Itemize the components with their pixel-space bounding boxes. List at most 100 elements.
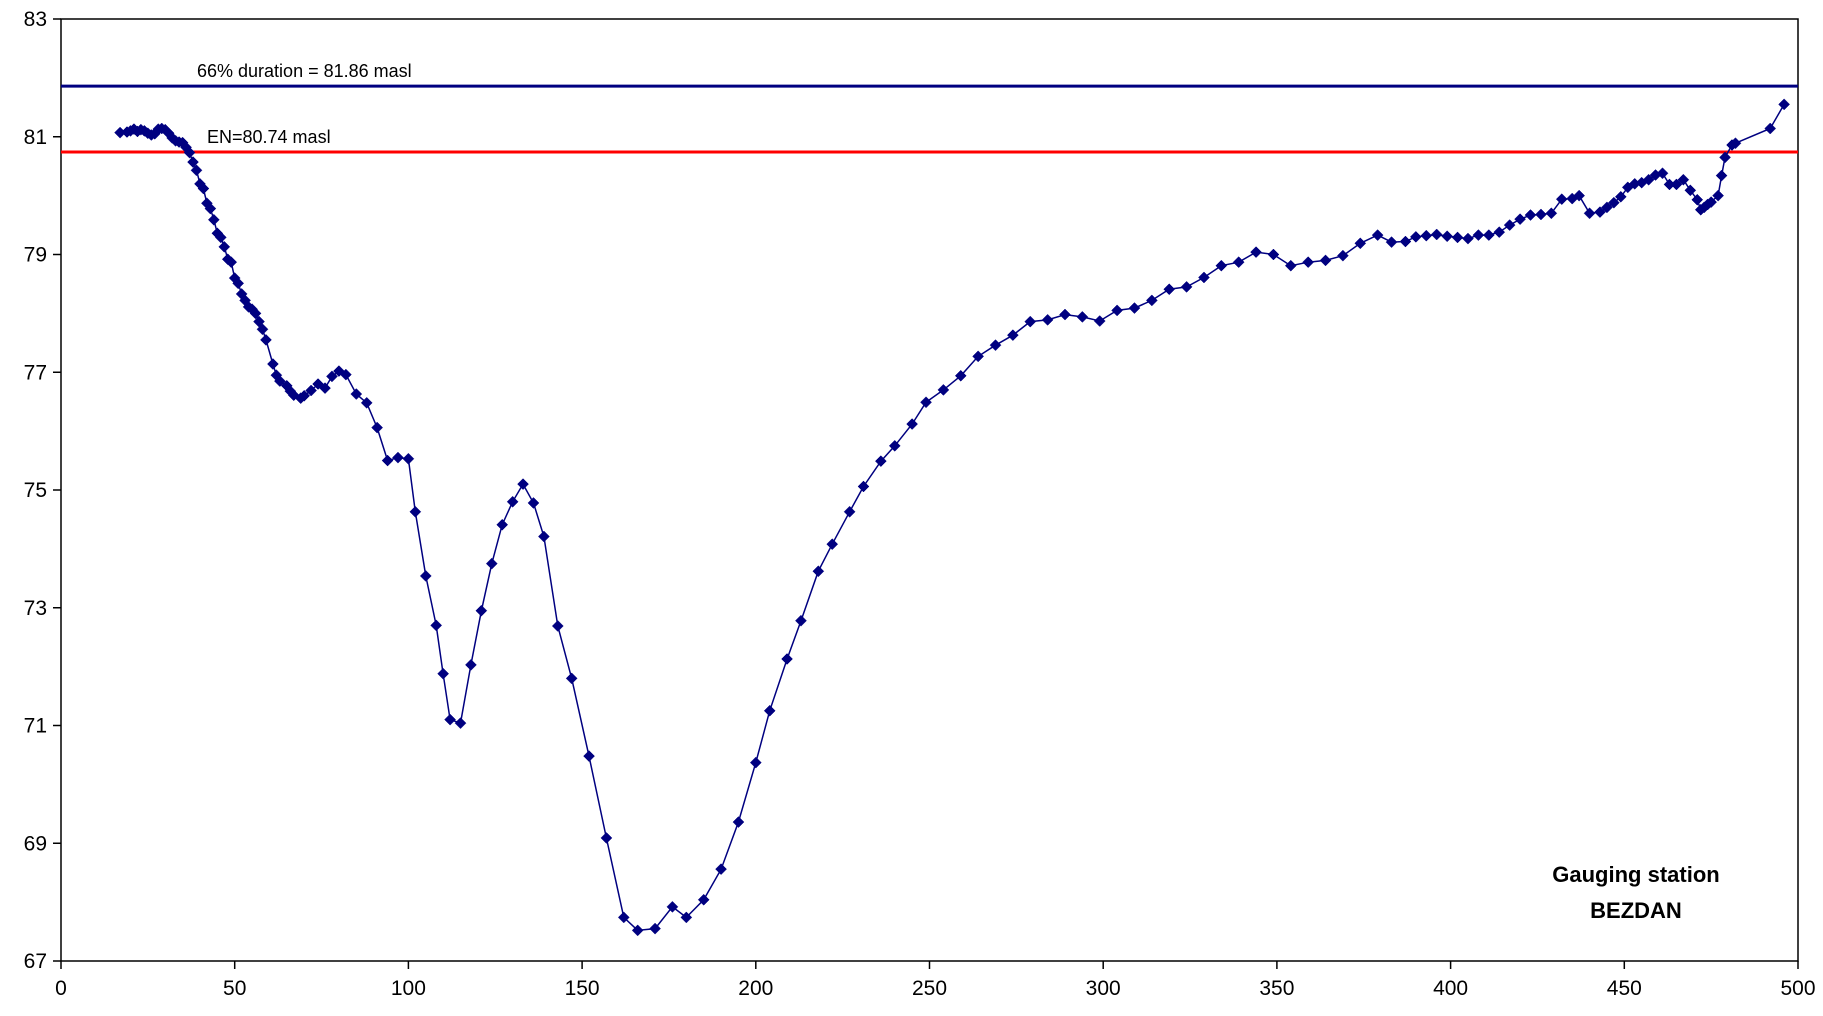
data-point-marker — [732, 816, 745, 828]
data-point-marker — [1729, 137, 1742, 150]
data-point-marker — [1267, 248, 1280, 261]
data-point-marker — [260, 334, 272, 346]
data-point-marker — [419, 570, 432, 582]
data-point-marker — [256, 323, 269, 336]
data-point-marker — [843, 505, 856, 518]
data-point-marker — [906, 418, 918, 430]
data-point-marker — [1764, 122, 1777, 135]
data-point-marker — [218, 240, 231, 253]
x-tick-label: 450 — [1607, 977, 1642, 1000]
reference-lines: 66% duration = 81.86 masl EN=80.74 masl — [61, 61, 1798, 154]
data-point-marker — [826, 538, 839, 551]
data-point-marker — [1093, 315, 1106, 327]
data-point-marker — [319, 382, 331, 394]
data-point-marker — [444, 713, 456, 726]
data-point-marker — [1430, 228, 1443, 241]
data-point-marker — [1555, 193, 1568, 206]
data-point-marker — [1007, 329, 1019, 342]
data-point-marker — [1691, 193, 1704, 206]
data-point-marker — [1076, 311, 1089, 323]
station-label-line2: BEZDAN — [1590, 898, 1682, 923]
data-point-marker — [1545, 207, 1558, 220]
data-point-marker — [1656, 167, 1669, 180]
axes: 0 50 100 150 200 250 300 350 400 450 500 67 69 71 73 75… — [24, 8, 1816, 1000]
data-point-marker — [1715, 169, 1728, 182]
data-point-marker — [1608, 196, 1620, 209]
data-point-marker — [1670, 178, 1683, 191]
data-point-marker — [1250, 246, 1262, 258]
data-point-marker — [1302, 256, 1315, 269]
data-point-marker — [326, 370, 338, 383]
data-point-marker — [1319, 254, 1332, 267]
data-point-marker — [392, 451, 404, 464]
data-point-marker — [920, 396, 932, 409]
data-point-marker — [972, 350, 984, 363]
data-point-marker — [1180, 281, 1193, 293]
data-point-marker — [1145, 294, 1158, 307]
x-tick-label: 500 — [1780, 977, 1815, 1000]
data-point-marker — [1441, 230, 1453, 243]
data-point-marker — [496, 518, 509, 531]
data-series — [114, 98, 1790, 937]
en-label: EN=80.74 masl — [207, 127, 331, 147]
data-point-marker — [1284, 259, 1297, 272]
y-tick-label: 75 — [24, 479, 47, 502]
data-point-marker — [857, 480, 870, 493]
data-point-marker — [1163, 283, 1176, 296]
data-point-marker — [1059, 308, 1071, 321]
data-point-marker — [274, 375, 286, 387]
data-point-marker — [1198, 271, 1210, 284]
data-point-marker — [409, 505, 422, 518]
data-point-marker — [350, 388, 363, 400]
data-point-marker — [1503, 219, 1516, 231]
data-point-marker — [225, 256, 238, 269]
data-point-marker — [1420, 229, 1433, 242]
data-point-marker — [1614, 190, 1627, 203]
data-point-marker — [437, 667, 449, 680]
data-point-marker — [649, 922, 661, 935]
data-point-marker — [631, 924, 644, 937]
data-point-marker — [1462, 232, 1474, 245]
x-tick-label: 300 — [1086, 977, 1121, 1000]
x-tick-label: 150 — [565, 977, 600, 1000]
data-point-marker — [485, 557, 498, 570]
data-point-marker — [1354, 237, 1367, 250]
x-tick-label: 250 — [912, 977, 947, 1000]
data-point-marker — [551, 620, 564, 632]
data-point-marker — [1514, 213, 1526, 226]
x-tick-label: 400 — [1433, 977, 1468, 1000]
data-point-marker — [1472, 229, 1485, 241]
data-point-marker — [506, 495, 519, 508]
data-point-marker — [340, 368, 352, 381]
data-point-marker — [1451, 231, 1464, 244]
plot-area — [60, 18, 1799, 962]
data-point-marker — [812, 565, 825, 578]
data-point-marker — [697, 893, 710, 906]
data-point-marker — [1215, 259, 1228, 272]
data-point-marker — [1232, 256, 1245, 269]
data-point-marker — [1583, 207, 1596, 220]
data-point-marker — [565, 672, 578, 685]
data-point-marker — [1719, 151, 1731, 164]
data-point-marker — [190, 164, 203, 177]
data-point-marker — [1024, 315, 1037, 328]
data-point-marker — [527, 497, 540, 509]
data-point-marker — [617, 911, 630, 924]
data-point-marker — [600, 832, 613, 844]
y-tick-label: 67 — [24, 950, 47, 973]
data-point-marker — [1111, 304, 1123, 317]
data-point-marker — [1535, 208, 1547, 221]
data-point-marker — [1385, 236, 1398, 248]
data-point-marker — [1410, 230, 1422, 243]
data-point-marker — [249, 307, 262, 320]
duration-66-label: 66% duration = 81.86 masl — [197, 61, 412, 81]
data-point-marker — [381, 454, 394, 467]
data-point-marker — [454, 717, 467, 729]
data-point-marker — [1493, 226, 1506, 238]
y-tick-label: 71 — [24, 715, 47, 738]
data-point-marker — [1371, 229, 1384, 241]
data-point-marker — [795, 614, 807, 627]
data-point-marker — [298, 389, 311, 402]
